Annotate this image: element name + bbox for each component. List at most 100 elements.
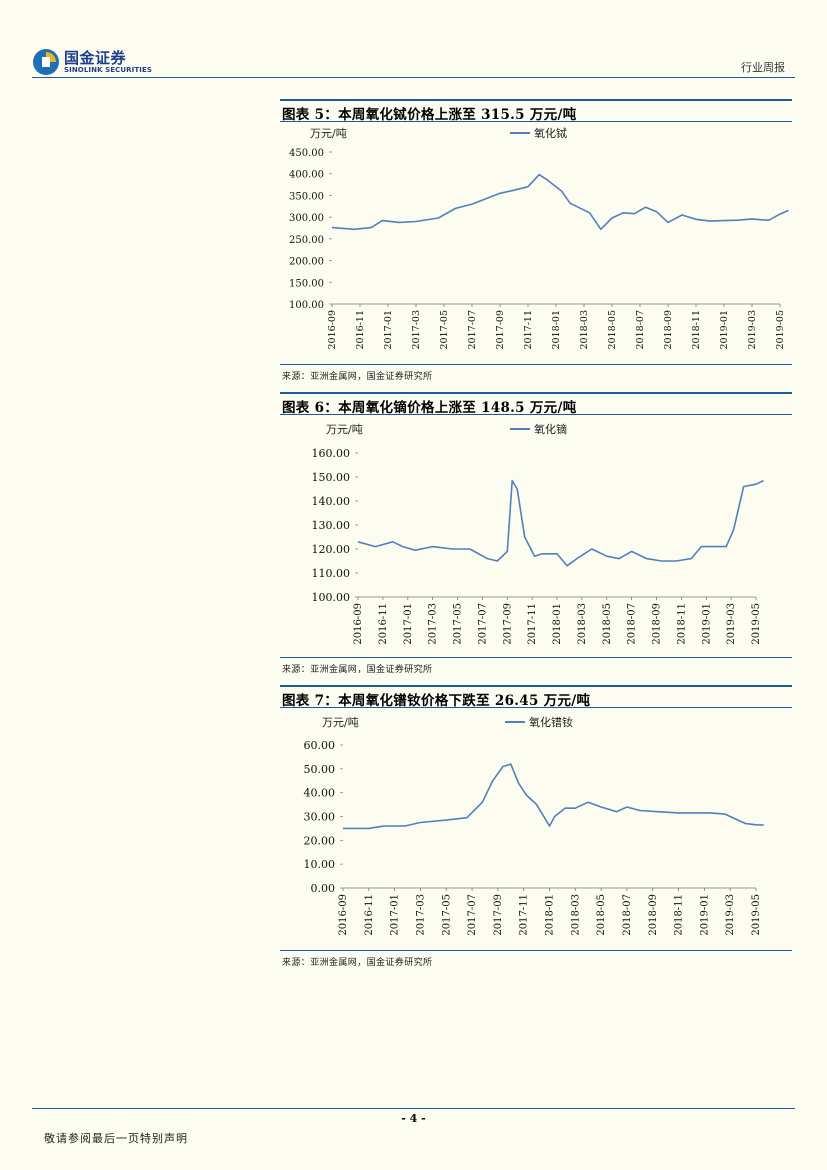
series-line-2: [343, 763, 764, 830]
y-tick-label: 450.00: [289, 148, 324, 159]
x-tick-label: 2016-11: [378, 603, 389, 645]
x-tick-label: 2018-01: [551, 310, 562, 349]
x-tick-label: 2016-09: [353, 603, 364, 645]
y-tick-label: 150.00: [312, 471, 351, 484]
x-tick-label: 2018-03: [570, 894, 581, 936]
x-tick-label: 2017-07: [477, 603, 488, 645]
y-tick-label: 140.00: [312, 495, 351, 508]
chart5-top-rule: [280, 99, 792, 101]
series-line-0: [331, 173, 789, 231]
x-tick-label: 2017-09: [493, 894, 504, 936]
legend-label: 氧化镝: [534, 422, 567, 436]
x-tick-label: 2018-05: [602, 603, 613, 645]
disclaimer-note: 敬请参阅最后一页特别声明: [44, 1132, 188, 1145]
x-tick-label: 2018-07: [635, 310, 646, 349]
logo-company-cn: 国金证券: [64, 49, 127, 67]
x-tick-label: 2017-05: [453, 603, 464, 645]
y-tick-label: 120.00: [312, 543, 351, 556]
x-tick-label: 2016-11: [355, 310, 366, 349]
x-tick-label: 2018-07: [622, 894, 633, 936]
y-tick-label: 350.00: [289, 191, 324, 202]
chart5-source: 来源：亚洲金属网，国金证券研究所: [282, 372, 433, 382]
terbium-oxide-price-chart: 万元/吨 氧化铽 450.00 400.00 350.00 300.00 250.00 200…: [289, 126, 789, 349]
chart7-source: 来源：亚洲金属网，国金证券研究所: [282, 958, 433, 968]
x-tick-label: 2018-05: [607, 310, 618, 349]
x-tick-label: 2017-01: [403, 603, 414, 645]
x-tick-label: 2018-09: [648, 894, 659, 936]
praseodymium-neodymium-oxide-price-chart: 万元/吨 氧化镨钕 60.00 50.00 40.00 30.00 20.00 10.00 0.…: [304, 715, 764, 936]
x-tick-label: 2018-07: [627, 603, 638, 645]
chart5-title: 图表 5：本周氧化铽价格上涨至 315.5 万元/吨: [282, 107, 577, 123]
chart6-title: 图表 6：本周氧化镝价格上涨至 148.5 万元/吨: [282, 400, 577, 416]
y-tick-label: 130.00: [312, 519, 351, 532]
chart7-top-rule: [280, 685, 792, 687]
y-tick-label: 160.00: [312, 447, 351, 460]
unit-label: 万元/吨: [310, 127, 347, 140]
x-tick-label: 2019-05: [775, 310, 786, 349]
y-tick-label: 150.00: [289, 278, 324, 289]
x-tick-label: 2017-03: [415, 894, 426, 936]
y-tick-label: 110.00: [312, 567, 351, 580]
x-tick-label: 2016-09: [327, 310, 338, 349]
x-tick-label: 2019-01: [701, 603, 712, 645]
x-tick-label: 2018-09: [652, 603, 663, 645]
x-tick-label: 2018-05: [596, 894, 607, 936]
x-tick-label: 2018-11: [676, 603, 687, 645]
y-tick-label: 400.00: [289, 170, 324, 181]
x-tick-label: 2017-11: [523, 310, 534, 349]
x-tick-label: 2019-03: [747, 310, 758, 349]
unit-label: 万元/吨: [322, 716, 359, 729]
report-type: 行业周报: [741, 61, 785, 74]
logo-mark-icon: [33, 49, 59, 75]
x-tick-label: 2017-05: [441, 894, 452, 936]
chart5-bottom-rule: [280, 364, 792, 365]
x-tick-label: 2018-11: [674, 894, 685, 936]
y-tick-label: 0.00: [311, 882, 336, 895]
x-tick-label: 2017-09: [495, 310, 506, 349]
x-tick-label: 2018-09: [663, 310, 674, 349]
chart7-bottom-rule: [280, 950, 792, 951]
logo-company-en: SINOLINK SECURITIES: [64, 66, 152, 74]
chart6-top-rule: [280, 392, 792, 394]
x-tick-label: 2018-03: [579, 310, 590, 349]
chart7-title-rule: [280, 707, 792, 708]
legend-label: 氧化铽: [534, 126, 567, 140]
x-tick-label: 2017-07: [467, 310, 478, 349]
dysprosium-oxide-price-chart: 万元/吨 氧化镝 160.00 150.00 140.00 130.00 120.00 110…: [312, 422, 764, 645]
y-tick-label: 300.00: [289, 213, 324, 224]
x-tick-label: 2019-01: [699, 894, 710, 936]
x-tick-label: 2018-03: [577, 603, 588, 645]
x-tick-label: 2016-11: [364, 894, 375, 936]
chart5-title-rule: [280, 121, 792, 122]
chart7-title: 图表 7：本周氧化镨钕价格下跌至 26.45 万元/吨: [282, 693, 591, 709]
header-divider: [32, 77, 795, 78]
x-tick-label: 2017-09: [502, 603, 513, 645]
y-tick-label: 100.00: [312, 591, 351, 604]
x-tick-label: 2017-01: [390, 894, 401, 936]
x-tick-label: 2018-11: [691, 310, 702, 349]
x-tick-label: 2019-03: [725, 894, 736, 936]
x-tick-label: 2017-03: [411, 310, 422, 349]
footer-divider: [32, 1108, 795, 1109]
x-tick-label: 2017-11: [527, 603, 538, 645]
y-tick-label: 40.00: [304, 787, 336, 800]
legend-label: 氧化镨钕: [529, 715, 573, 729]
x-tick-label: 2019-05: [751, 603, 762, 645]
unit-label: 万元/吨: [326, 423, 363, 436]
page-number: - 4 -: [401, 1112, 426, 1125]
x-tick-label: 2019-03: [726, 603, 737, 645]
x-tick-label: 2019-01: [719, 310, 730, 349]
y-tick-label: 200.00: [289, 257, 324, 268]
y-tick-label: 250.00: [289, 235, 324, 246]
y-tick-label: 100.00: [289, 300, 324, 311]
x-tick-label: 2017-07: [467, 894, 478, 936]
x-tick-label: 2018-01: [545, 894, 556, 936]
y-tick-label: 60.00: [304, 739, 336, 752]
x-tick-label: 2016-09: [338, 894, 349, 936]
chart6-bottom-rule: [280, 657, 792, 658]
y-tick-label: 50.00: [304, 763, 336, 776]
chart6-title-rule: [280, 414, 792, 415]
company-logo: 国金证券 SINOLINK SECURITIES: [32, 47, 157, 79]
y-tick-label: 10.00: [304, 858, 336, 871]
y-tick-label: 20.00: [304, 834, 336, 847]
